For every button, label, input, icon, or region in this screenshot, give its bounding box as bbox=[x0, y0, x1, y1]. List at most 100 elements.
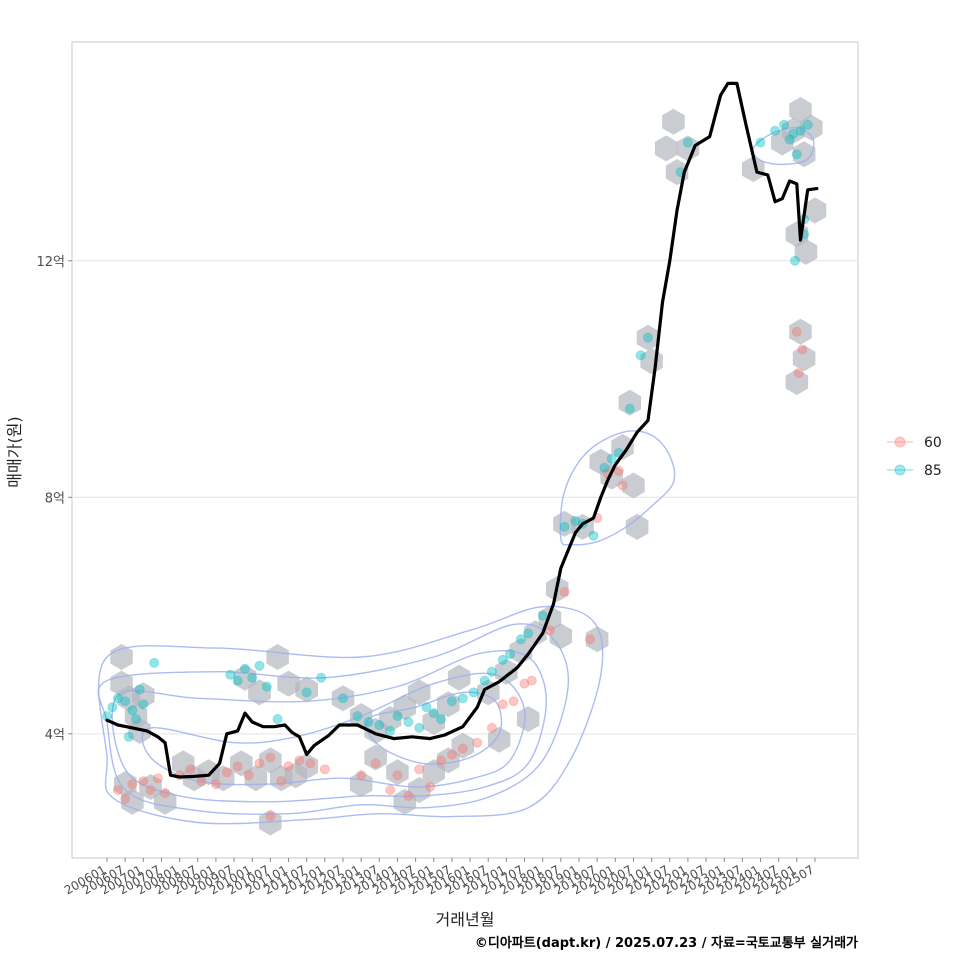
scatter-point-85 bbox=[537, 610, 548, 621]
scatter-point-60 bbox=[185, 764, 196, 775]
scatter-point-60 bbox=[446, 749, 457, 760]
hexbin-cell bbox=[295, 676, 318, 703]
density-contour-5 bbox=[365, 691, 503, 765]
scatter-point-85 bbox=[624, 403, 635, 414]
scatter-point-60 bbox=[221, 767, 232, 778]
source-caption: ©디아파트(dapt.kr) / 2025.07.23 / 자료=국토교통부 실… bbox=[475, 935, 858, 951]
scatter-point-85 bbox=[392, 711, 403, 722]
hexbin-cell bbox=[803, 197, 827, 224]
hexbin-cell bbox=[622, 472, 645, 499]
scatter-point-85 bbox=[791, 149, 802, 160]
scatter-point-60 bbox=[791, 326, 802, 337]
legend-label-60: 60 bbox=[924, 435, 942, 451]
hexbin-cell bbox=[386, 759, 409, 786]
hexbin-cell bbox=[451, 732, 475, 759]
x-axis-ticks: 2006012006072007012007072008012008072009… bbox=[62, 857, 858, 898]
legend: 60 85 bbox=[887, 435, 942, 479]
trend-line-layer bbox=[105, 81, 819, 779]
hexbin-cell bbox=[792, 345, 816, 372]
hexbin-cell bbox=[266, 644, 289, 670]
scatter-point-85 bbox=[225, 669, 236, 680]
scatter-point-60 bbox=[276, 776, 287, 787]
hexbin-cell bbox=[524, 620, 547, 647]
y-tick-label-8: 8억 bbox=[45, 491, 65, 506]
scatter-point-85 bbox=[428, 708, 439, 719]
scatter-point-60 bbox=[243, 770, 254, 781]
scatter-point-85 bbox=[497, 654, 508, 665]
scatter-point-85 bbox=[107, 702, 118, 713]
scatter-point-60 bbox=[160, 788, 171, 799]
hexbin-cell bbox=[516, 706, 540, 732]
hexbin-cell bbox=[611, 434, 634, 460]
hexbin-cell bbox=[259, 747, 282, 774]
scatter-point-85 bbox=[559, 521, 570, 532]
x-axis-label: 거래년월 bbox=[436, 910, 495, 929]
scatter-point-60 bbox=[210, 779, 221, 790]
scatter-point-60 bbox=[265, 811, 276, 822]
scatter-point-85 bbox=[588, 530, 599, 541]
scatter-point-60 bbox=[120, 793, 131, 804]
scatter-point-60 bbox=[305, 758, 316, 769]
scatter-point-60 bbox=[370, 758, 381, 769]
scatter-point-85 bbox=[254, 660, 265, 671]
scatter-point-60 bbox=[127, 779, 138, 790]
scatter-point-60 bbox=[425, 782, 436, 793]
scatter-point-85 bbox=[457, 693, 468, 704]
hexbin-cell bbox=[437, 747, 460, 774]
hexbin-cell bbox=[364, 744, 387, 771]
scatter-point-60 bbox=[617, 480, 628, 491]
scatter-point-60 bbox=[472, 737, 483, 748]
scatter-point-85 bbox=[523, 628, 534, 639]
hexbin-cell bbox=[742, 156, 765, 183]
legend-key-point-60 bbox=[894, 436, 906, 448]
scatter-point-60 bbox=[232, 761, 243, 772]
scatter-point-85 bbox=[363, 717, 374, 728]
scatter-point-85 bbox=[352, 711, 363, 722]
hexbin-cell bbox=[121, 788, 144, 815]
scatter-point-85 bbox=[784, 134, 795, 145]
scatter-point-85 bbox=[421, 702, 432, 713]
scatter-point-85 bbox=[755, 137, 766, 148]
scatter-point-85 bbox=[316, 672, 327, 683]
scatter-point-85 bbox=[479, 675, 490, 686]
scatter-point-85 bbox=[599, 462, 610, 473]
hexbin-cell bbox=[495, 658, 518, 685]
scatter-point-60 bbox=[519, 678, 530, 689]
scatter-point-60 bbox=[545, 625, 556, 636]
scatter-point-85 bbox=[790, 255, 801, 266]
scatter-point-85 bbox=[261, 681, 272, 692]
scatter-point-60 bbox=[254, 758, 265, 769]
scatter-point-85 bbox=[606, 453, 617, 464]
scatter-point-85 bbox=[515, 634, 526, 645]
hexbin-cell bbox=[132, 682, 155, 709]
trend-line bbox=[105, 81, 819, 779]
scatter-point-85 bbox=[130, 714, 141, 725]
density-contours bbox=[97, 126, 815, 825]
hexbin-cell bbox=[248, 679, 271, 706]
hexbin-cell bbox=[422, 709, 445, 735]
scatter-point-60 bbox=[319, 764, 330, 775]
scatter-point-60 bbox=[486, 722, 497, 733]
scatter-point-85 bbox=[504, 649, 515, 660]
scatter-point-60 bbox=[403, 790, 414, 801]
hexbin-cell bbox=[295, 753, 318, 780]
scatter-point-60 bbox=[283, 761, 294, 772]
scatter-point-60 bbox=[294, 755, 305, 766]
scatter-point-85 bbox=[635, 350, 646, 361]
scatter-point-85 bbox=[779, 119, 790, 130]
scatter-point-60 bbox=[526, 675, 537, 686]
legend-item-85: 85 bbox=[887, 463, 942, 479]
y-tick-label-12: 12억 bbox=[36, 255, 65, 270]
scatter-point-85 bbox=[788, 128, 799, 139]
scatter-point-60 bbox=[559, 586, 570, 597]
scatter-point-60 bbox=[457, 743, 468, 754]
scatter-point-85 bbox=[486, 666, 497, 677]
scatter-point-85 bbox=[374, 720, 385, 731]
scatter-point-85 bbox=[643, 332, 654, 343]
scatter-point-85 bbox=[770, 125, 781, 136]
hexbin-cell bbox=[794, 238, 818, 265]
density-contour-7 bbox=[752, 126, 815, 166]
density-contour-6 bbox=[559, 430, 676, 546]
scatter-point-85 bbox=[272, 714, 283, 725]
